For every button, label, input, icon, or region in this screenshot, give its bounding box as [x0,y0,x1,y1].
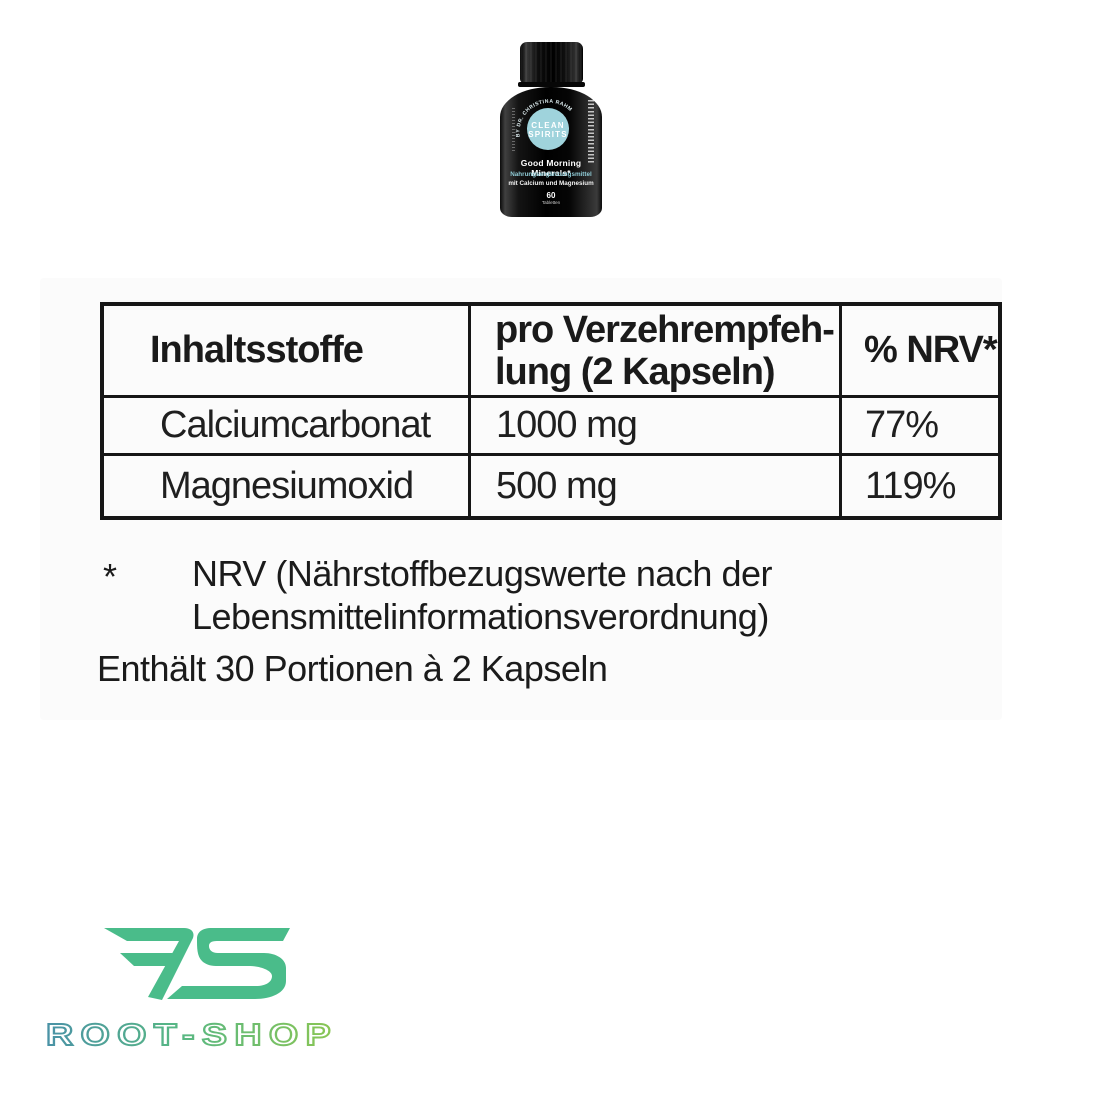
product-title: Good Morning Minerals* [520,158,582,178]
table-row-nrv: 119% [865,464,956,507]
table-row-ingredient-name: Calciumcarbonat [104,398,471,456]
product-photo: BY DR. CHRISTINA RAHM CLEAN SPIRITS Good… [500,40,602,218]
footnote-line1: NRV (Nährstoffbezugswerte nach der [192,553,772,594]
root-shop-wordmark: ROOT-SHOP [45,1016,338,1053]
capsule-count: 60 [546,191,556,200]
brand-circle-line1: CLEAN [531,121,565,130]
table-header-ingredients: Inhaltsstoffe [104,306,471,398]
side-label-text [512,108,515,153]
table-header-per-serving: pro Verzehrempfeh- lung (2 Kapseln) [471,306,842,398]
product-subtitle: Nahrungsergänzungsmittel [510,171,592,178]
root-shop-text: ROOT-SHOP [46,1017,338,1052]
table-row-nrv: 77% [842,398,998,456]
table-row-amount: 1000 mg [471,398,842,456]
bottle-cap-lip [518,82,585,87]
table-row-amount: 500 mg [471,456,842,516]
brand-circle: CLEAN SPIRITS [527,108,569,150]
barcode-icon [588,100,594,165]
rs-monogram-icon [104,928,290,1000]
product-subtitle2: mit Calcium und Magnesium [508,180,594,187]
table-header-per-serving-line1: pro Verzehrempfeh- [495,308,835,351]
footnote-text: NRV (Nährstoffbezugswerte nach der Leben… [192,552,772,638]
capsule-count-unit: Tabletten [541,200,561,205]
table-header-per-serving-line2: lung (2 Kapseln) [495,350,776,393]
footnote-line2: Lebensmittelinformationsverordnung) [192,596,769,637]
table-row-ingredient-name: Magnesiumoxid [104,456,471,516]
footnote-marker: * [103,556,118,597]
nutrition-table: Inhaltsstoffe pro Verzehrempfeh- lung (2… [100,302,1002,520]
table-header-nrv: % NRV* [842,306,998,398]
servings-note: Enthält 30 Portionen à 2 Kapseln [97,648,608,689]
bottle-cap [520,42,583,83]
brand-circle-line2: SPIRITS [528,130,568,139]
